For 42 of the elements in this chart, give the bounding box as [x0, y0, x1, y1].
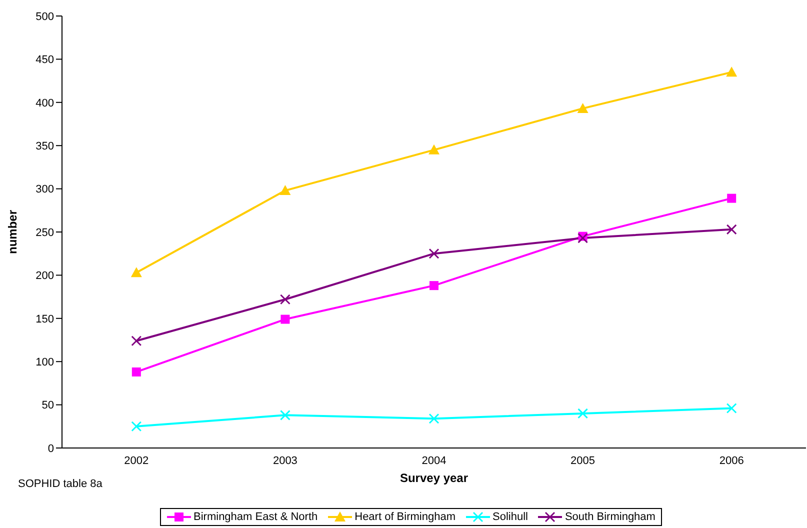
y-tick-label: 400: [36, 97, 54, 110]
point: [578, 408, 588, 419]
point: [577, 102, 588, 113]
y-tick-label: 500: [36, 10, 54, 23]
point: [578, 232, 588, 244]
y-tick-label: 150: [36, 313, 54, 326]
y-axis-title: number: [5, 210, 20, 254]
point: [280, 410, 290, 420]
point: [726, 403, 737, 414]
x-tick-label: 2006: [719, 454, 744, 467]
point: [280, 314, 290, 324]
legend-label: Birmingham East & North: [194, 511, 318, 523]
legend-label: Solihull: [492, 511, 528, 523]
point: [132, 367, 141, 376]
point: [726, 224, 737, 235]
point: [727, 194, 736, 203]
point: [131, 421, 142, 432]
y-tick-label: 450: [36, 54, 54, 66]
point: [428, 144, 440, 154]
point: [280, 185, 291, 196]
x-tick-label: 2003: [272, 454, 298, 467]
x-tick-label: 2002: [124, 454, 149, 467]
y-tick-label: 0: [48, 442, 54, 455]
x-axis-title: Survey year: [400, 471, 468, 485]
x-tick-label: 2004: [422, 454, 446, 467]
y-tick-label: 300: [36, 184, 54, 196]
legend-label: Heart of Birmingham: [354, 511, 456, 523]
legend-label: South Birmingham: [564, 511, 656, 523]
point: [130, 267, 142, 278]
point: [428, 248, 440, 259]
y-tick-label: 350: [36, 140, 54, 153]
text: SOPHID table 8a: [18, 478, 102, 490]
y-tick-label: 50: [42, 400, 54, 412]
y-tick-label: 200: [36, 270, 54, 282]
point: [726, 66, 738, 77]
point: [428, 413, 440, 424]
x-tick-label: 2005: [570, 454, 596, 467]
point: [430, 281, 438, 290]
y-tick-label: 250: [36, 226, 54, 239]
y-tick-label: 100: [36, 356, 54, 369]
point: [131, 336, 142, 346]
point: [280, 294, 290, 305]
